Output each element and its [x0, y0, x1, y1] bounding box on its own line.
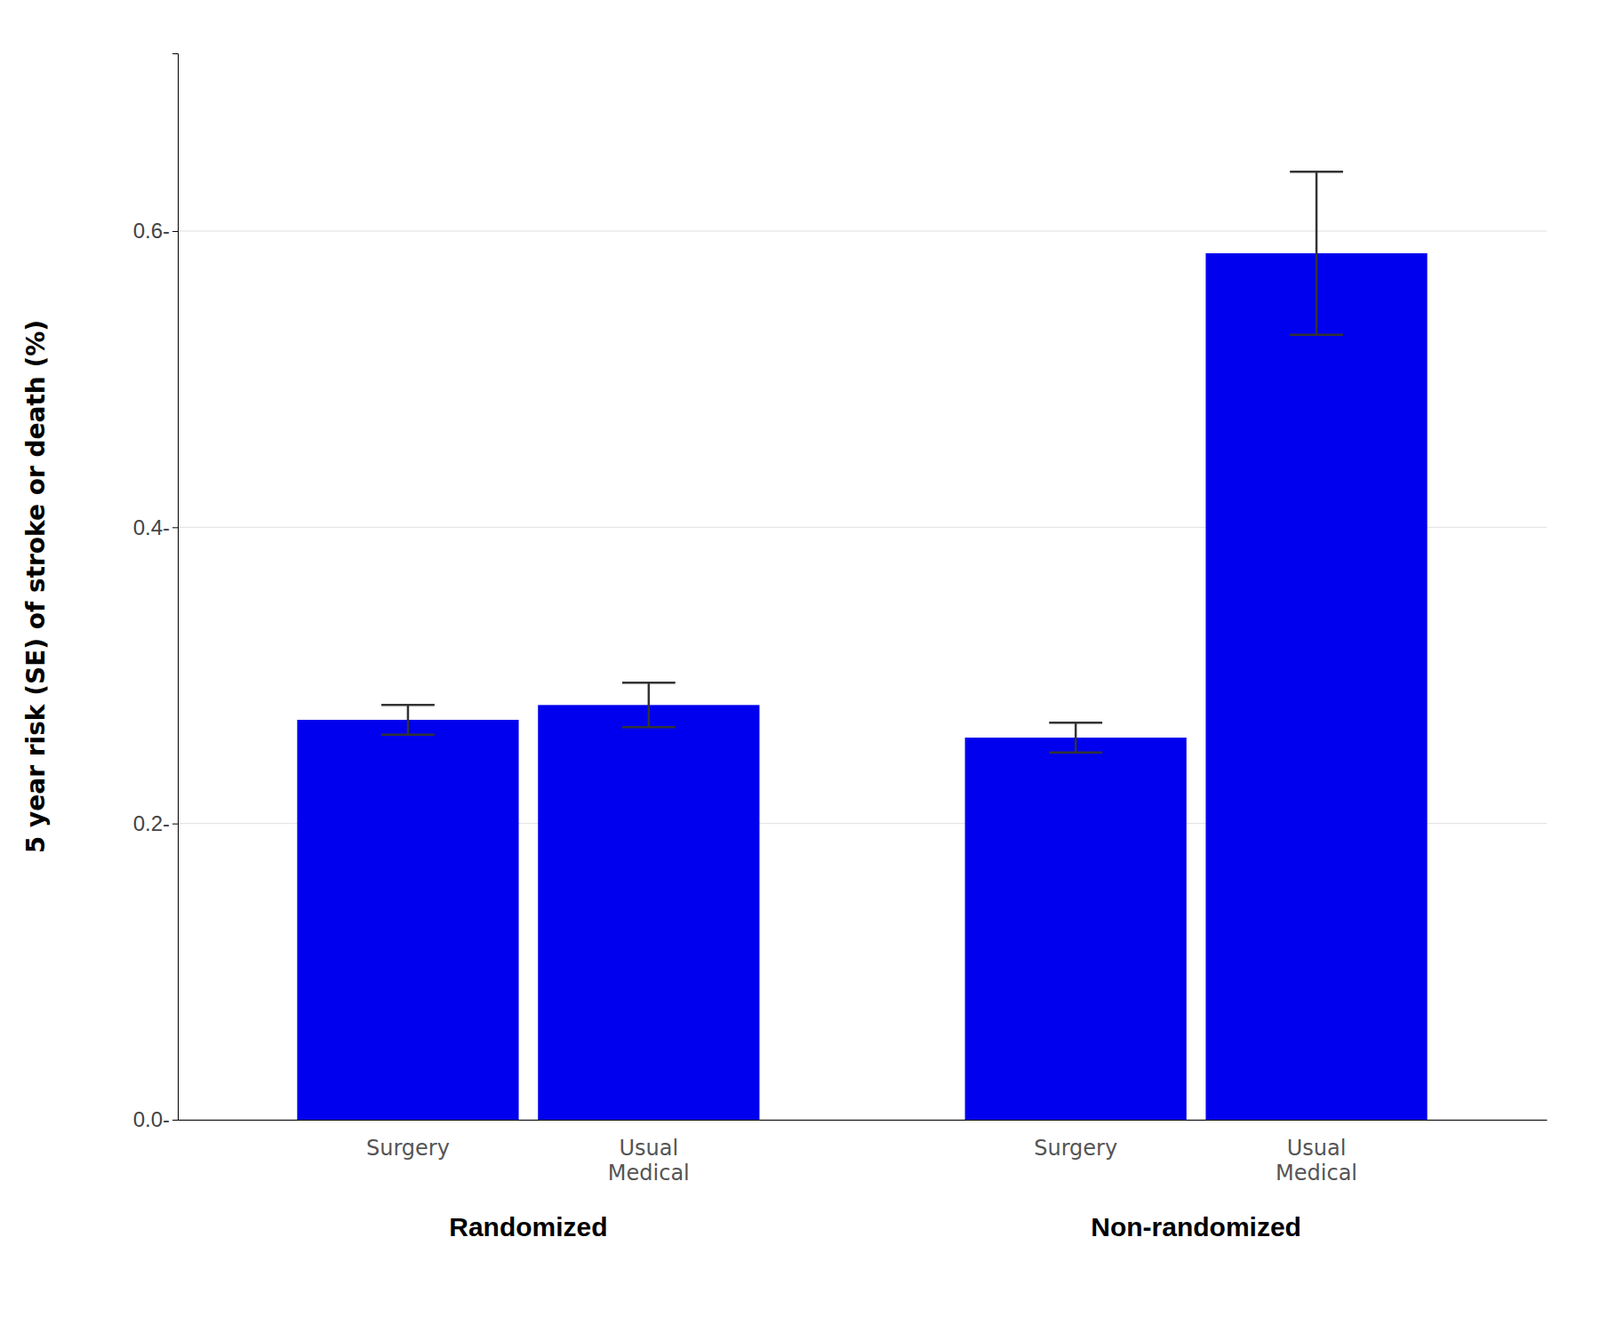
group-label: Non-randomized	[1090, 1212, 1302, 1242]
series	[296, 704, 1186, 1120]
y-tick-label: 0.4-	[133, 515, 170, 540]
bar	[1205, 253, 1427, 1120]
y-tick-mark	[172, 527, 178, 528]
subgroup-label: UsualMedical	[608, 1136, 690, 1187]
y-tick: 0.4-	[133, 515, 178, 540]
error-bar	[1289, 171, 1344, 335]
y-axis-title: 5 year risk (SE) of stroke or death (%)	[21, 320, 51, 854]
bar	[965, 737, 1187, 1120]
marks	[296, 171, 1427, 1120]
x-axis-line	[178, 1120, 1548, 1121]
y-axis-line	[172, 54, 179, 1121]
y-tick-mark	[172, 1120, 178, 1121]
plot: 0.0- 0.2- 0.4- 0.6- Randomized Non-randomized…	[21, 54, 1548, 1243]
series	[537, 171, 1427, 1120]
grid-line	[177, 231, 1547, 232]
subgroup-label-line: Surgery	[366, 1136, 450, 1161]
y-tick: 0.6-	[133, 218, 178, 243]
error-bar	[622, 682, 676, 728]
y-axis: 0.0- 0.2- 0.4- 0.6-	[133, 54, 179, 1133]
y-tick-label: 0.6-	[133, 218, 170, 243]
subgroup-label-line: Medical	[608, 1160, 690, 1186]
chart-svg: 0.0- 0.2- 0.4- 0.6- Randomized Non-randomized…	[0, 0, 1600, 1333]
x-tick: Non-randomized	[1090, 1120, 1302, 1242]
bar	[296, 720, 519, 1120]
subgroup-label-line: Medical	[1275, 1160, 1358, 1186]
y-tick-label: 0.0-	[133, 1107, 170, 1132]
subgroup-label: UsualMedical	[1275, 1136, 1358, 1187]
error-bar	[1048, 722, 1103, 752]
y-tick: 0.0-	[133, 1107, 178, 1132]
group-label: Randomized	[448, 1212, 608, 1242]
x-tick: Randomized	[448, 1120, 608, 1242]
subgroup-label-line: Usual	[1287, 1136, 1347, 1161]
subgroup-labels: SurgeryUsualMedicalSurgeryUsualMedical	[366, 1136, 1358, 1187]
bar	[537, 704, 760, 1120]
y-tick-mark	[172, 824, 178, 825]
x-axis: Randomized Non-randomized	[178, 1120, 1548, 1242]
grid	[177, 231, 1547, 1120]
subgroup-label-line: Usual	[618, 1136, 679, 1161]
error-bar	[381, 704, 435, 735]
subgroup-label: Surgery	[366, 1136, 450, 1161]
subgroup-label: Surgery	[1033, 1136, 1118, 1161]
y-tick-mark	[172, 231, 178, 232]
y-tick-label: 0.2-	[133, 811, 170, 836]
subgroup-label-line: Surgery	[1033, 1136, 1118, 1161]
y-tick: 0.2-	[133, 811, 178, 836]
